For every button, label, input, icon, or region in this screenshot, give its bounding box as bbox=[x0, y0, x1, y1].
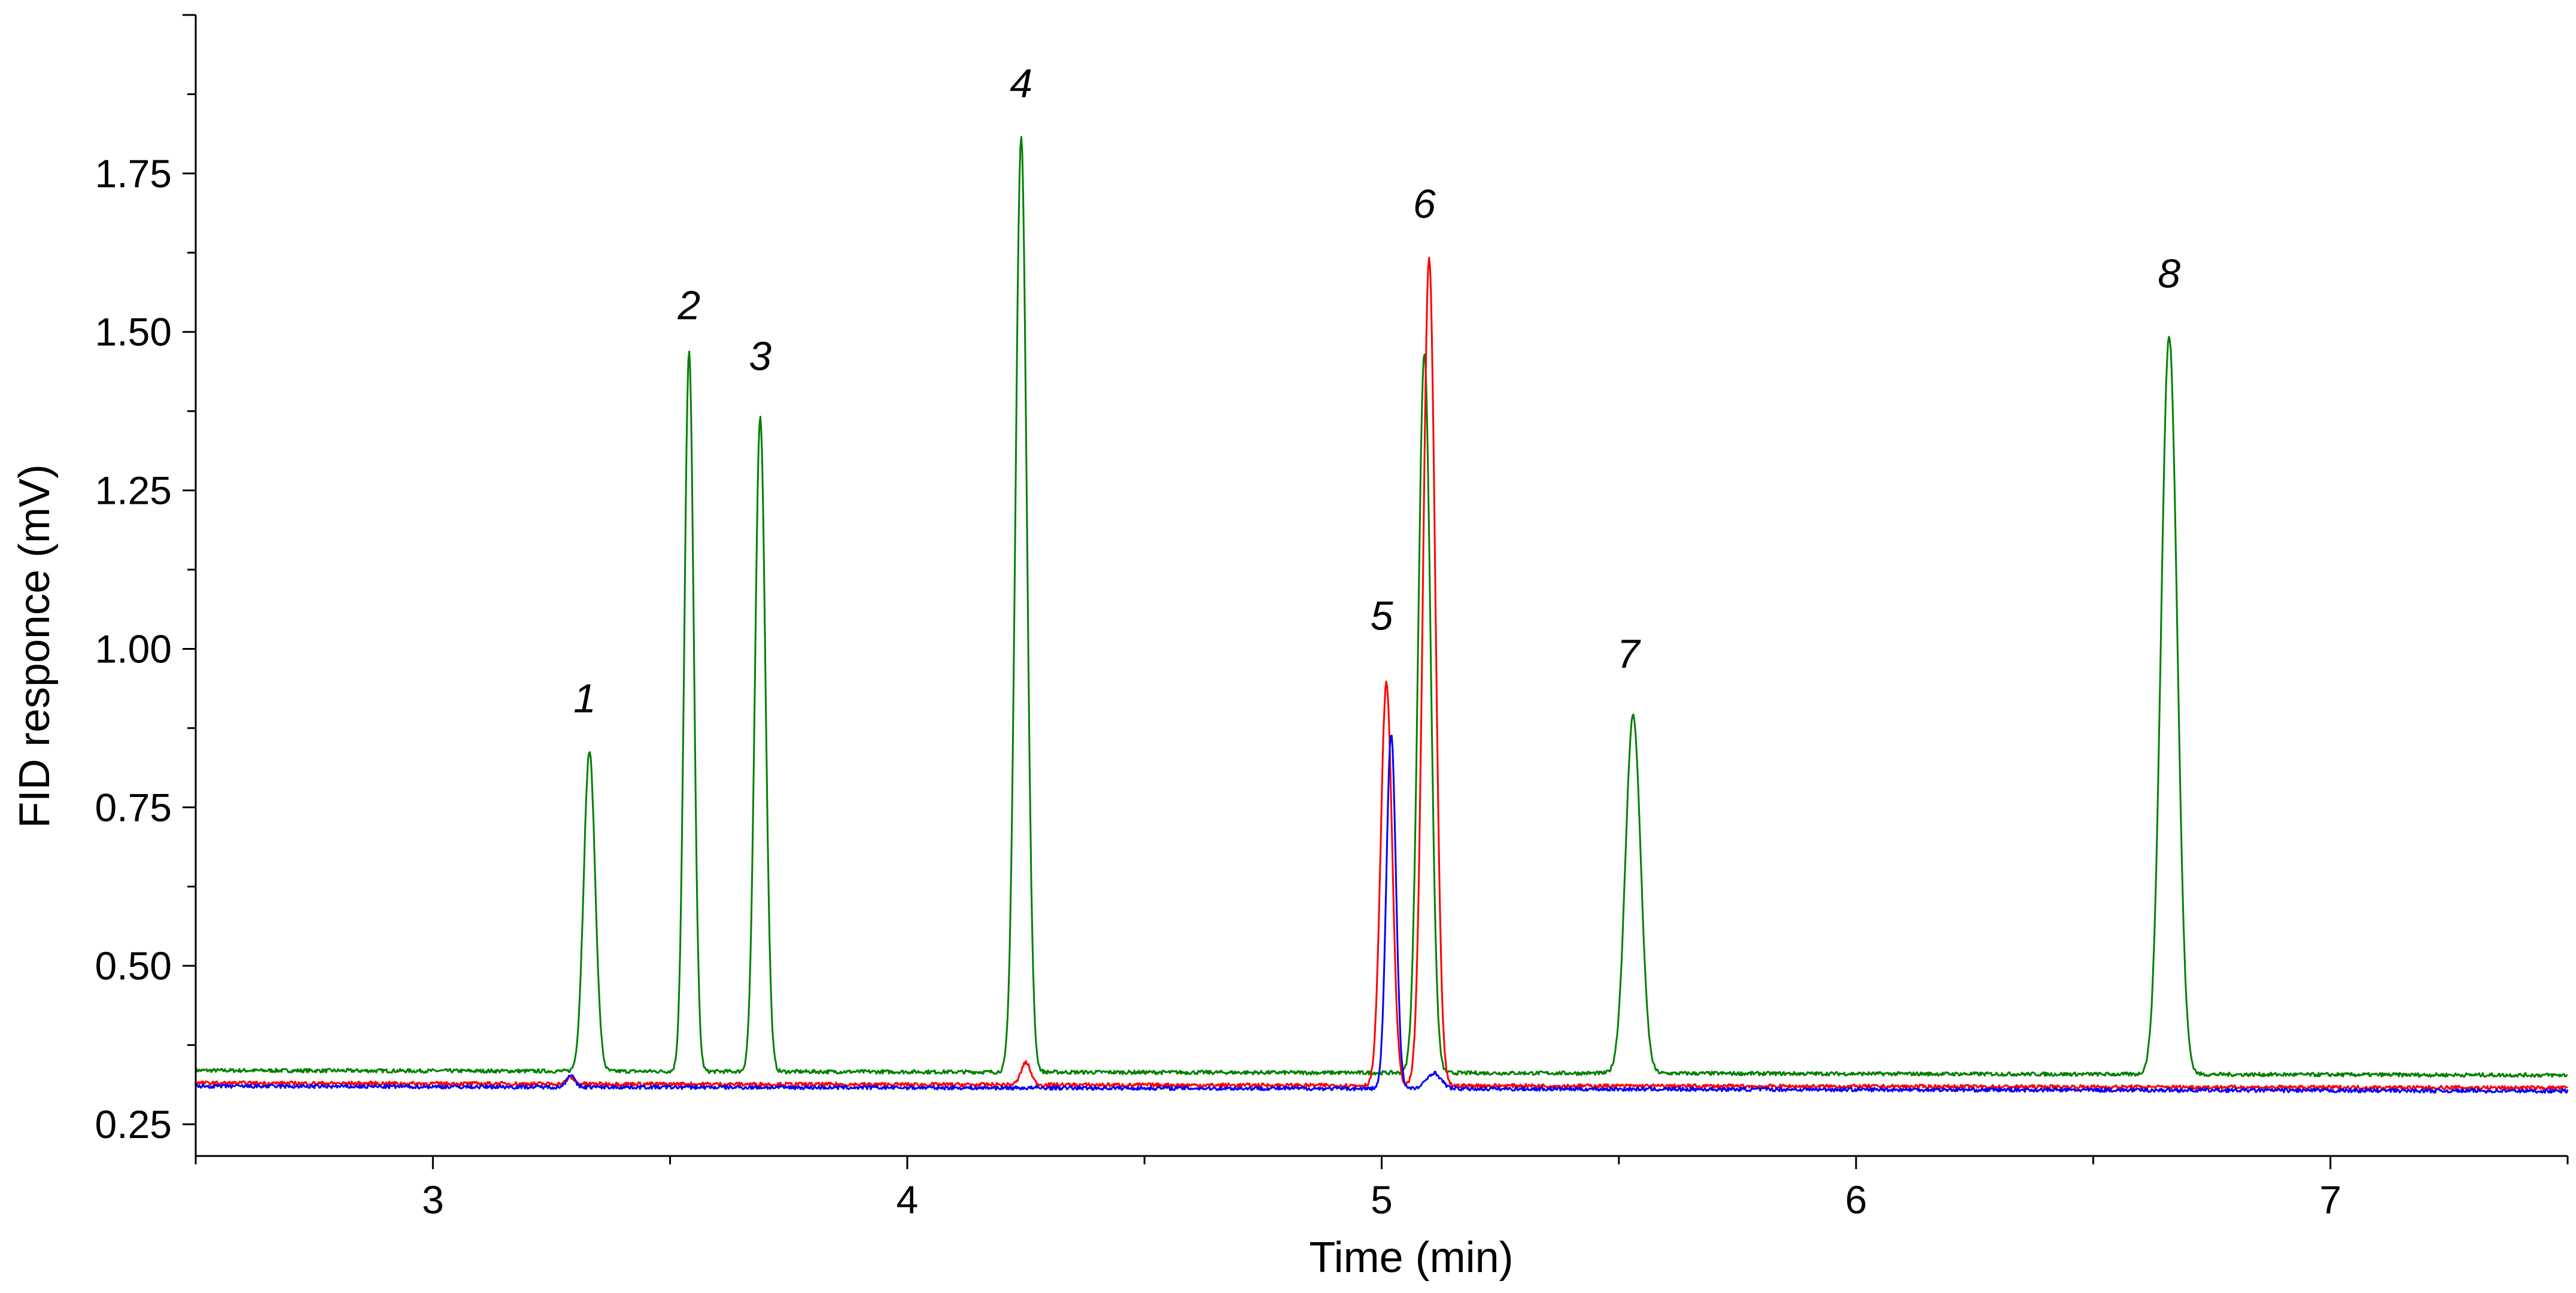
y-tick-label: 0.75 bbox=[95, 785, 172, 829]
peak-label-2: 2 bbox=[677, 283, 700, 328]
series-layer bbox=[195, 136, 2569, 1094]
series-line-2 bbox=[195, 257, 2568, 1091]
x-tick-label: 3 bbox=[422, 1178, 444, 1222]
peak-label-8: 8 bbox=[2158, 251, 2180, 297]
y-tick-label: 1.75 bbox=[95, 151, 172, 196]
peak-labels-layer: 1 2 3 4 5 6 7 8 bbox=[573, 61, 2180, 722]
series-line-1 bbox=[195, 136, 2568, 1078]
peak-label-1: 1 bbox=[573, 676, 596, 721]
peak-label-6: 6 bbox=[1413, 181, 1436, 227]
x-tick-label: 6 bbox=[1845, 1178, 1867, 1222]
y-tick-label: 1.50 bbox=[95, 310, 172, 354]
y-tick-label: 0.50 bbox=[95, 944, 172, 988]
y-axis-title: FID responce (mV) bbox=[11, 464, 59, 828]
y-tick-label: 1.00 bbox=[95, 626, 172, 671]
x-axis-title: Time (min) bbox=[1309, 1234, 1513, 1282]
x-tick-label: 4 bbox=[897, 1178, 919, 1222]
peak-label-4: 4 bbox=[1010, 61, 1032, 107]
x-tick-label: 7 bbox=[2319, 1178, 2341, 1222]
peak-label-3: 3 bbox=[749, 333, 771, 379]
peak-label-5: 5 bbox=[1371, 594, 1393, 639]
x-tick-label: 5 bbox=[1371, 1178, 1393, 1222]
axes-layer: 3 4 5 6 7 0.25 0.50 0.75 1.00 1.25 1.50 1.75 bbox=[95, 14, 2569, 1222]
series-line-3 bbox=[195, 734, 2569, 1094]
peak-label-7: 7 bbox=[1617, 631, 1641, 677]
y-tick-label: 0.25 bbox=[95, 1102, 172, 1146]
y-tick-label: 1.25 bbox=[95, 468, 172, 513]
